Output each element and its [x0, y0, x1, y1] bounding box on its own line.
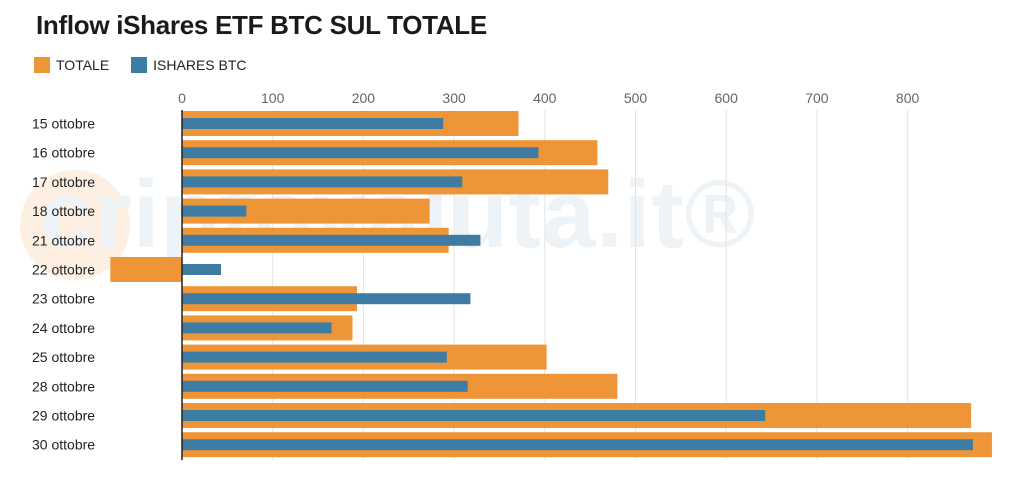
- x-tick-label: 600: [715, 90, 739, 106]
- legend-item-ishares: ISHARES BTC: [131, 57, 247, 73]
- legend: TOTALE ISHARES BTC: [34, 57, 269, 73]
- chart-title: Inflow iShares ETF BTC SUL TOTALE: [36, 10, 487, 40]
- bar-ishares: [182, 147, 539, 159]
- bar-ishares: [182, 439, 973, 451]
- bar-ishares: [182, 322, 332, 334]
- category-label: 24 ottobre: [32, 320, 95, 336]
- grid-lines: [272, 110, 909, 460]
- bar-ishares: [182, 118, 444, 129]
- x-axis-ticks: 0 100 200 300 400 500 600 700 800: [178, 90, 919, 106]
- x-tick-label: 400: [533, 90, 557, 106]
- category-label: 23 ottobre: [32, 291, 95, 307]
- x-tick-label: 700: [805, 90, 829, 106]
- legend-swatch-totale: [34, 57, 50, 73]
- category-label: 16 ottobre: [32, 145, 95, 161]
- bar-ishares: [182, 293, 471, 305]
- bar-ishares: [182, 410, 766, 421]
- category-label: 15 ottobre: [32, 116, 95, 132]
- category-label: 22 ottobre: [32, 262, 95, 278]
- category-labels: 15 ottobre 16 ottobre 17 ottobre 18 ottobre…: [32, 116, 95, 453]
- bar-totale: [110, 257, 182, 282]
- category-label: 28 ottobre: [32, 378, 95, 394]
- legend-label-totale: TOTALE: [56, 57, 110, 73]
- x-tick-label: 500: [624, 90, 648, 106]
- x-tick-label: 300: [442, 90, 466, 106]
- x-tick-label: 800: [896, 90, 920, 106]
- bar-ishares: [182, 380, 468, 392]
- category-label: 18 ottobre: [32, 203, 95, 219]
- x-tick-label: 100: [261, 90, 285, 106]
- category-label: 30 ottobre: [32, 437, 95, 453]
- legend-swatch-ishares: [131, 57, 148, 73]
- bar-ishares: [182, 205, 247, 217]
- bar-ishares: [182, 351, 447, 363]
- bar-ishares: [182, 264, 222, 275]
- category-label: 21 ottobre: [32, 232, 95, 248]
- bars: [110, 111, 992, 458]
- x-tick-label: 0: [178, 90, 186, 106]
- bar-ishares: [182, 176, 463, 188]
- bar-ishares: [182, 234, 481, 246]
- category-label: 25 ottobre: [32, 349, 95, 365]
- legend-label-ishares: ISHARES BTC: [153, 57, 247, 73]
- legend-item-totale: TOTALE: [34, 57, 109, 73]
- category-label: 17 ottobre: [32, 174, 95, 190]
- category-label: 29 ottobre: [32, 408, 95, 424]
- x-tick-label: 200: [352, 90, 376, 106]
